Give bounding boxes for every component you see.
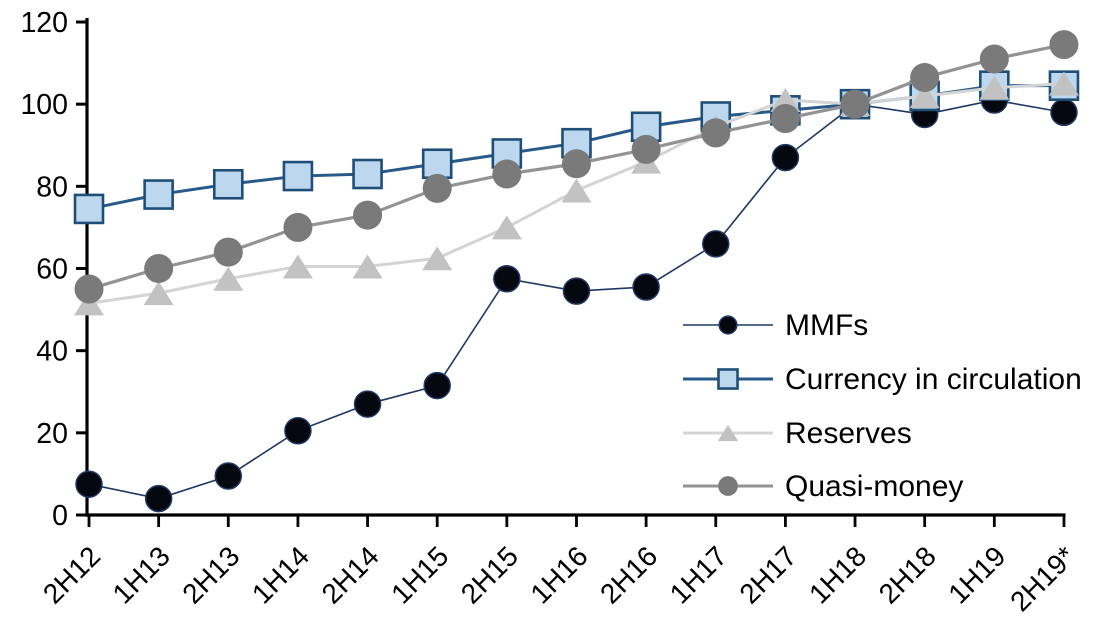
marker-mmfs (214, 462, 243, 490)
x-tick-label: 2H14 (316, 540, 385, 609)
marker-quasi-money (631, 134, 661, 164)
marker-currency-in-circulation (352, 158, 383, 190)
y-tick-label: 40 (36, 336, 68, 368)
marker-mmfs (632, 273, 660, 301)
x-tick-label: 2H15 (455, 540, 524, 609)
marker-reserves (143, 281, 174, 306)
marker-reserves (282, 254, 313, 279)
marker-mmfs (144, 484, 173, 513)
marker-mmfs (493, 265, 521, 293)
marker-quasi-money (74, 274, 104, 304)
legend-label-quasi-money: Quasi-money (785, 470, 963, 503)
marker-quasi-money (353, 200, 383, 230)
legend-item-currency-in-circulation: Currency in circulation (683, 363, 1082, 396)
series-quasi-money (74, 30, 1079, 304)
y-tick-label: 60 (36, 254, 68, 286)
marker-mmfs (771, 143, 800, 172)
legend-label-currency-in-circulation: Currency in circulation (785, 363, 1082, 396)
marker-quasi-money (144, 254, 174, 283)
marker-currency-in-circulation (282, 160, 314, 192)
marker-mmfs (284, 417, 312, 445)
x-tick-label: 1H16 (524, 540, 593, 609)
x-tick-label: 2H19* (1004, 540, 1081, 617)
marker-quasi-money (770, 104, 800, 134)
marker-reserves (979, 75, 1010, 100)
marker-quasi-money (492, 159, 522, 189)
marker-currency-in-circulation (73, 193, 105, 225)
series-mmfs (75, 86, 1078, 513)
marker-reserves (770, 88, 801, 113)
marker-reserves (352, 254, 383, 279)
legend-label-mmfs: MMFs (785, 309, 868, 342)
y-tick-label: 100 (20, 89, 68, 121)
x-tick-label: 1H17 (664, 540, 733, 609)
marker-mmfs (423, 371, 451, 400)
marker-quasi-money (283, 212, 313, 242)
x-tick-label: 1H19 (942, 540, 1011, 609)
marker-mmfs (562, 277, 591, 305)
marker-quasi-money (701, 118, 731, 148)
x-tick-label: 1H13 (107, 540, 176, 609)
y-tick-label: 20 (36, 418, 68, 450)
x-tick-label: 1H15 (385, 540, 454, 609)
x-tick-label: 2H17 (733, 540, 802, 609)
marker-reserves (422, 246, 453, 271)
legend: MMFs Currency in circulation Reserves Quasi… (683, 309, 1082, 503)
legend-label-reserves: Reserves (785, 417, 912, 450)
marker-quasi-money (561, 149, 591, 179)
marker-quasi-money (840, 89, 870, 119)
legend-marker-mmfs (718, 315, 738, 335)
marker-mmfs (702, 230, 730, 258)
legend-item-quasi-money: Quasi-money (683, 470, 963, 503)
marker-currency-in-circulation (212, 168, 244, 200)
marker-reserves (213, 266, 244, 291)
marker-quasi-money (979, 44, 1009, 74)
legend-marker-quasi-money (718, 476, 738, 496)
marker-mmfs (75, 470, 103, 498)
x-tick-label: 2H16 (594, 540, 663, 609)
marker-reserves (491, 215, 522, 240)
x-tick-label: 2H18 (873, 540, 942, 609)
legend-item-mmfs: MMFs (683, 309, 868, 342)
marker-reserves (561, 178, 592, 203)
y-tick-label: 0 (52, 500, 68, 532)
x-tick-label: 2H13 (176, 540, 245, 609)
marker-quasi-money (213, 237, 243, 267)
y-tick-label: 80 (36, 171, 68, 203)
y-tick-label: 120 (20, 7, 68, 39)
x-tick-label: 2H12 (37, 540, 106, 609)
marker-reserves (1048, 71, 1079, 96)
marker-currency-in-circulation (143, 179, 174, 210)
x-tick-label: 1H14 (246, 540, 315, 609)
legend-marker-reserves (717, 424, 739, 442)
marker-quasi-money (422, 173, 452, 203)
legend-item-reserves: Reserves (683, 417, 912, 450)
x-tick-label: 1H18 (803, 540, 872, 609)
marker-reserves (909, 83, 940, 108)
marker-mmfs (1050, 98, 1078, 127)
legend-marker-currency-in-circulation (717, 368, 739, 390)
marker-mmfs (353, 390, 382, 418)
marker-currency-in-circulation (421, 148, 453, 180)
marker-quasi-money (910, 62, 940, 92)
marker-quasi-money (1049, 30, 1079, 60)
